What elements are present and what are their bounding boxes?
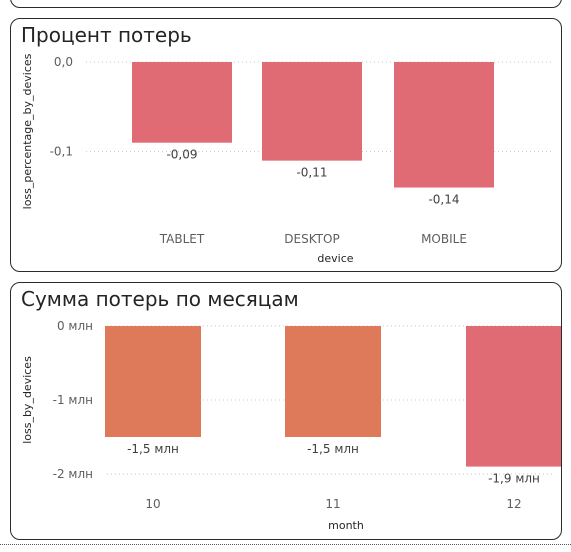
previous-visual-card [10,0,562,8]
data-label: -0,11 [296,166,327,180]
y-axis-title: loss_percentage_by_devices [21,53,34,209]
data-label: -0,09 [166,148,197,162]
x-category-label: 12 [506,497,521,511]
x-category-label: DESKTOP [284,232,339,246]
y-tick-label: -1 млн [53,393,93,407]
x-category-label: MOBILE [421,232,467,246]
x-category-label: TABLET [159,232,205,246]
y-tick-label: -2 млн [53,467,93,481]
loss-percentage-card[interactable]: Процент потерь 0,0 -0,1 -0,09 TABLET -0,11 DE… [10,18,562,272]
chart-title: Сумма потерь по месяцам [21,287,299,311]
bar-11 [285,326,381,437]
data-label: -1,9 млн [488,472,540,486]
bar-12 [466,326,561,467]
bar-mobile [394,62,494,188]
x-category-label: 10 [145,497,160,511]
y-tick-label: 0 млн [57,319,93,333]
y-axis-title: loss_by_devices [21,356,34,444]
bar-10 [105,326,201,437]
chart-title: Процент потерь [21,23,192,47]
bar-desktop [262,62,362,161]
y-tick-label: 0,0 [54,55,73,69]
bottom-divider [0,544,571,545]
data-label: -1,5 млн [127,442,179,456]
x-axis-title: device [317,252,353,265]
data-label: -0,14 [428,193,459,207]
monthly-loss-chart: 0 млн -1 млн -2 млн -1,5 млн 10 -1,5 млн 11 -1,… [21,319,561,532]
x-axis-title: month [328,519,364,532]
bar-tablet [132,62,232,143]
monthly-loss-card[interactable]: Сумма потерь по месяцам 0 млн -1 млн -2 мл… [10,282,562,540]
data-label: -1,5 млн [307,442,359,456]
y-tick-label: -0,1 [50,145,73,159]
x-category-label: 11 [325,497,340,511]
loss-percentage-chart: 0,0 -0,1 -0,09 TABLET -0,11 DESKTOP -0,14 MOBIL… [21,53,553,265]
